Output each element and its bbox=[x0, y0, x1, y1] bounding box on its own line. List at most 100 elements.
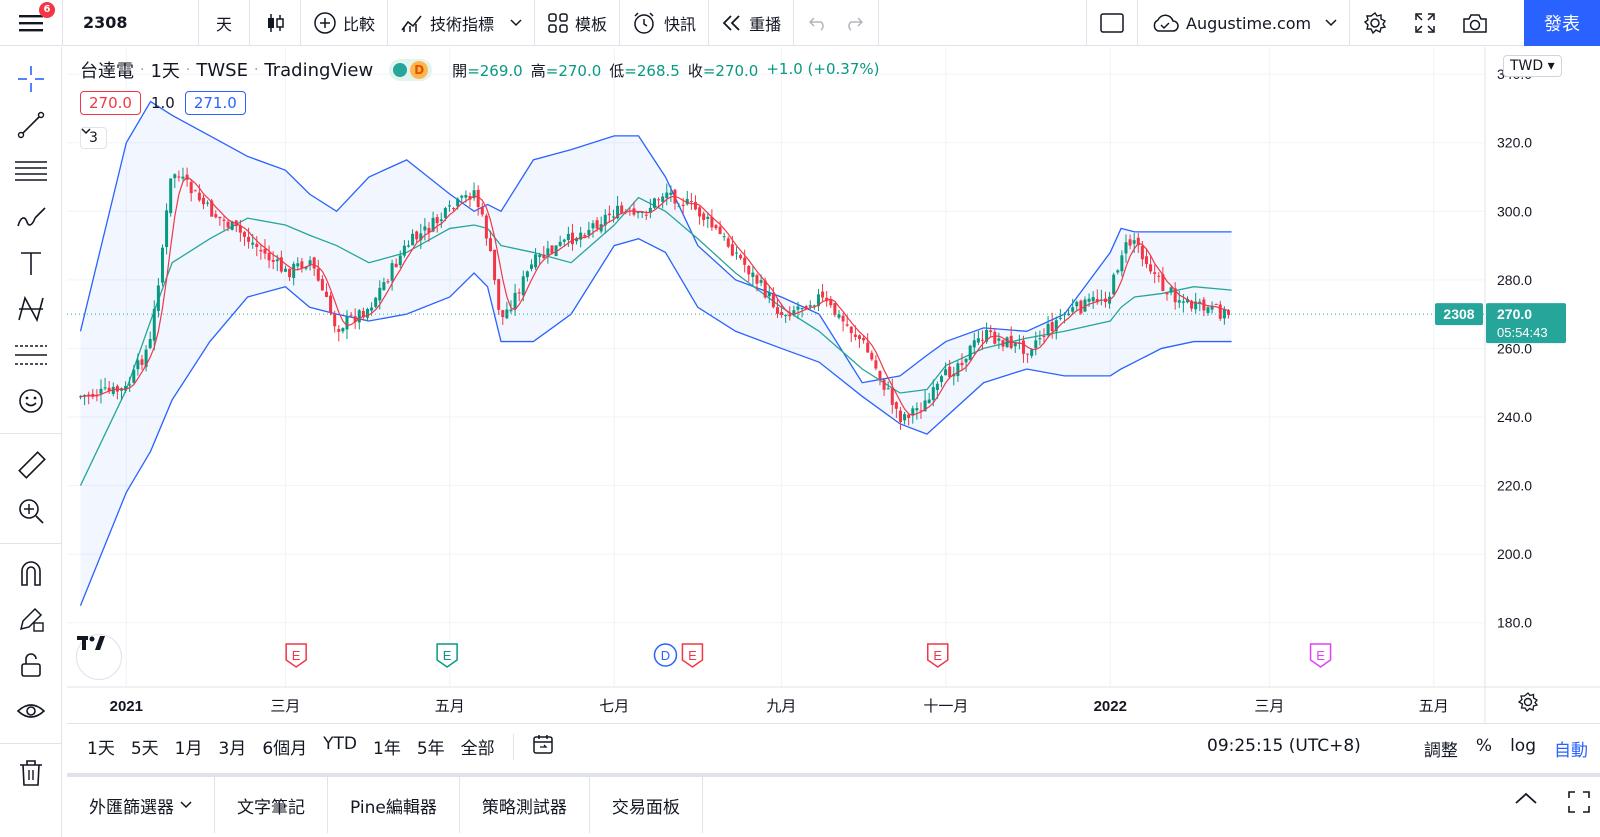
zoom-tool[interactable] bbox=[11, 491, 51, 531]
adjust-toggle[interactable]: 調整 bbox=[1423, 741, 1458, 761]
layout-toggle-button[interactable] bbox=[1087, 0, 1137, 46]
prediction-tool[interactable] bbox=[11, 335, 51, 375]
templates-button[interactable]: 模板 bbox=[535, 0, 619, 46]
redo-button[interactable] bbox=[836, 0, 878, 46]
range-button[interactable]: 5天 bbox=[130, 739, 159, 759]
candle-body bbox=[525, 271, 529, 278]
candle-body bbox=[1075, 301, 1079, 307]
candle-body bbox=[611, 216, 615, 218]
candle-body bbox=[222, 219, 226, 221]
delayed-badge: D bbox=[410, 61, 429, 79]
percent-toggle[interactable]: % bbox=[1475, 736, 1493, 756]
price-tick-label: 220.0 bbox=[1497, 478, 1532, 494]
tab-trading-panel[interactable]: 交易面板 bbox=[590, 777, 703, 833]
text-tool[interactable] bbox=[11, 243, 51, 283]
maximize-icon[interactable] bbox=[1568, 791, 1590, 813]
candle-body bbox=[447, 205, 451, 207]
candle-body bbox=[427, 227, 431, 233]
hide-tool[interactable] bbox=[11, 691, 51, 731]
measure-tool[interactable] bbox=[11, 445, 51, 485]
lock-all-tool[interactable] bbox=[11, 645, 51, 685]
tab-strategy-tester[interactable]: 策略測試器 bbox=[460, 777, 590, 833]
settings-button[interactable] bbox=[1350, 0, 1400, 46]
range-button[interactable]: YTD bbox=[323, 734, 357, 754]
bb-lower-value[interactable]: 271.0 bbox=[184, 91, 246, 115]
price-tick-label: 300.0 bbox=[1497, 203, 1532, 219]
candle-body bbox=[1046, 323, 1050, 336]
earnings-marker[interactable] bbox=[681, 643, 704, 668]
candle-body bbox=[529, 264, 533, 269]
time-tick-label: 三月 bbox=[1254, 698, 1284, 715]
close-label: 收 bbox=[687, 61, 703, 80]
candle-body bbox=[939, 376, 943, 383]
candle-body bbox=[767, 292, 771, 297]
price-chart[interactable]: 340.0320.0300.0280.0260.0240.0220.0200.0… bbox=[67, 47, 1600, 723]
alerts-button[interactable]: 快訊 bbox=[620, 0, 708, 46]
symbol-search[interactable]: 2308 bbox=[63, 0, 198, 46]
candle-body bbox=[1013, 341, 1017, 347]
range-button[interactable]: 3月 bbox=[218, 739, 247, 759]
auto-toggle[interactable]: 自動 bbox=[1554, 741, 1588, 761]
pattern-tool[interactable] bbox=[11, 289, 51, 329]
earnings-marker[interactable] bbox=[436, 643, 458, 668]
candle-body bbox=[1210, 305, 1214, 310]
range-button[interactable]: 1年 bbox=[373, 739, 401, 759]
candle-body bbox=[1042, 335, 1046, 337]
time-tick-label: 七月 bbox=[599, 698, 629, 715]
date-range-button[interactable] bbox=[524, 733, 562, 760]
range-button[interactable]: 5年 bbox=[416, 739, 445, 759]
candle-body bbox=[267, 252, 271, 261]
replay-button[interactable]: 重播 bbox=[709, 0, 793, 46]
tab-text-notes[interactable]: 文字筆記 bbox=[215, 777, 328, 833]
tab-screener[interactable]: 外匯篩選器 bbox=[67, 777, 215, 833]
earnings-marker[interactable] bbox=[285, 643, 307, 668]
earnings-marker[interactable] bbox=[1309, 643, 1332, 668]
brush-tool[interactable] bbox=[11, 197, 51, 237]
market-status-pill[interactable]: D bbox=[389, 59, 433, 81]
candle-body bbox=[1067, 313, 1071, 316]
fullscreen-button[interactable] bbox=[1400, 0, 1450, 46]
snapshot-button[interactable] bbox=[1450, 0, 1500, 46]
remove-drawings-tool[interactable] bbox=[11, 753, 51, 793]
timezone-clock[interactable]: 09:25:15 (UTC+8) bbox=[1207, 736, 1361, 756]
dividend-marker[interactable] bbox=[653, 643, 678, 667]
time-tick-label: 五月 bbox=[1419, 698, 1449, 715]
chevron-up-icon[interactable] bbox=[1514, 791, 1538, 805]
tv-logo-icon bbox=[77, 636, 105, 650]
range-button[interactable]: 6個月 bbox=[262, 739, 308, 759]
chart-pane[interactable]: 340.0320.0300.0280.0260.0240.0220.0200.0… bbox=[67, 47, 1600, 767]
undo-button[interactable] bbox=[794, 0, 836, 46]
tab-pine-editor[interactable]: Pine編輯器 bbox=[328, 777, 460, 833]
currency-selector[interactable]: TWD ▾ bbox=[1503, 55, 1562, 77]
bb-upper-value[interactable]: 270.0 bbox=[80, 91, 141, 115]
trash-icon bbox=[20, 760, 42, 786]
range-button[interactable]: 1月 bbox=[174, 739, 203, 759]
tradingview-logo[interactable] bbox=[76, 634, 122, 680]
chart-type-button[interactable] bbox=[250, 0, 300, 46]
range-button[interactable]: 1天 bbox=[87, 739, 115, 759]
range-button[interactable]: 全部 bbox=[460, 739, 495, 759]
trendline-tool[interactable] bbox=[11, 105, 51, 145]
candle-body bbox=[472, 190, 476, 199]
publish-button[interactable]: 發表 bbox=[1524, 0, 1600, 46]
compare-button[interactable]: 比較 bbox=[301, 0, 387, 46]
candle-body bbox=[632, 208, 636, 215]
indicator-collapse-button[interactable]: 3 bbox=[80, 127, 107, 149]
candle-body bbox=[689, 201, 693, 203]
magnet-tool[interactable] bbox=[11, 553, 51, 593]
candle-body bbox=[382, 282, 386, 291]
indicators-button[interactable]: 技術指標 bbox=[388, 0, 534, 46]
close-value: 270.0 bbox=[715, 61, 759, 80]
lock-drawing-tool[interactable] bbox=[11, 599, 51, 639]
candle-body bbox=[1112, 274, 1116, 295]
main-menu-button[interactable]: 6 bbox=[0, 0, 62, 46]
candle-body bbox=[579, 232, 583, 240]
earnings-marker[interactable] bbox=[926, 643, 949, 668]
layout-save-button[interactable]: Augustime.com bbox=[1138, 0, 1349, 46]
candle-body bbox=[1194, 301, 1198, 310]
fib-tool[interactable] bbox=[11, 151, 51, 191]
log-toggle[interactable]: log bbox=[1510, 736, 1536, 756]
crosshair-tool[interactable] bbox=[11, 59, 51, 99]
interval-button[interactable]: 天 bbox=[199, 0, 249, 46]
emoji-tool[interactable] bbox=[11, 381, 51, 421]
